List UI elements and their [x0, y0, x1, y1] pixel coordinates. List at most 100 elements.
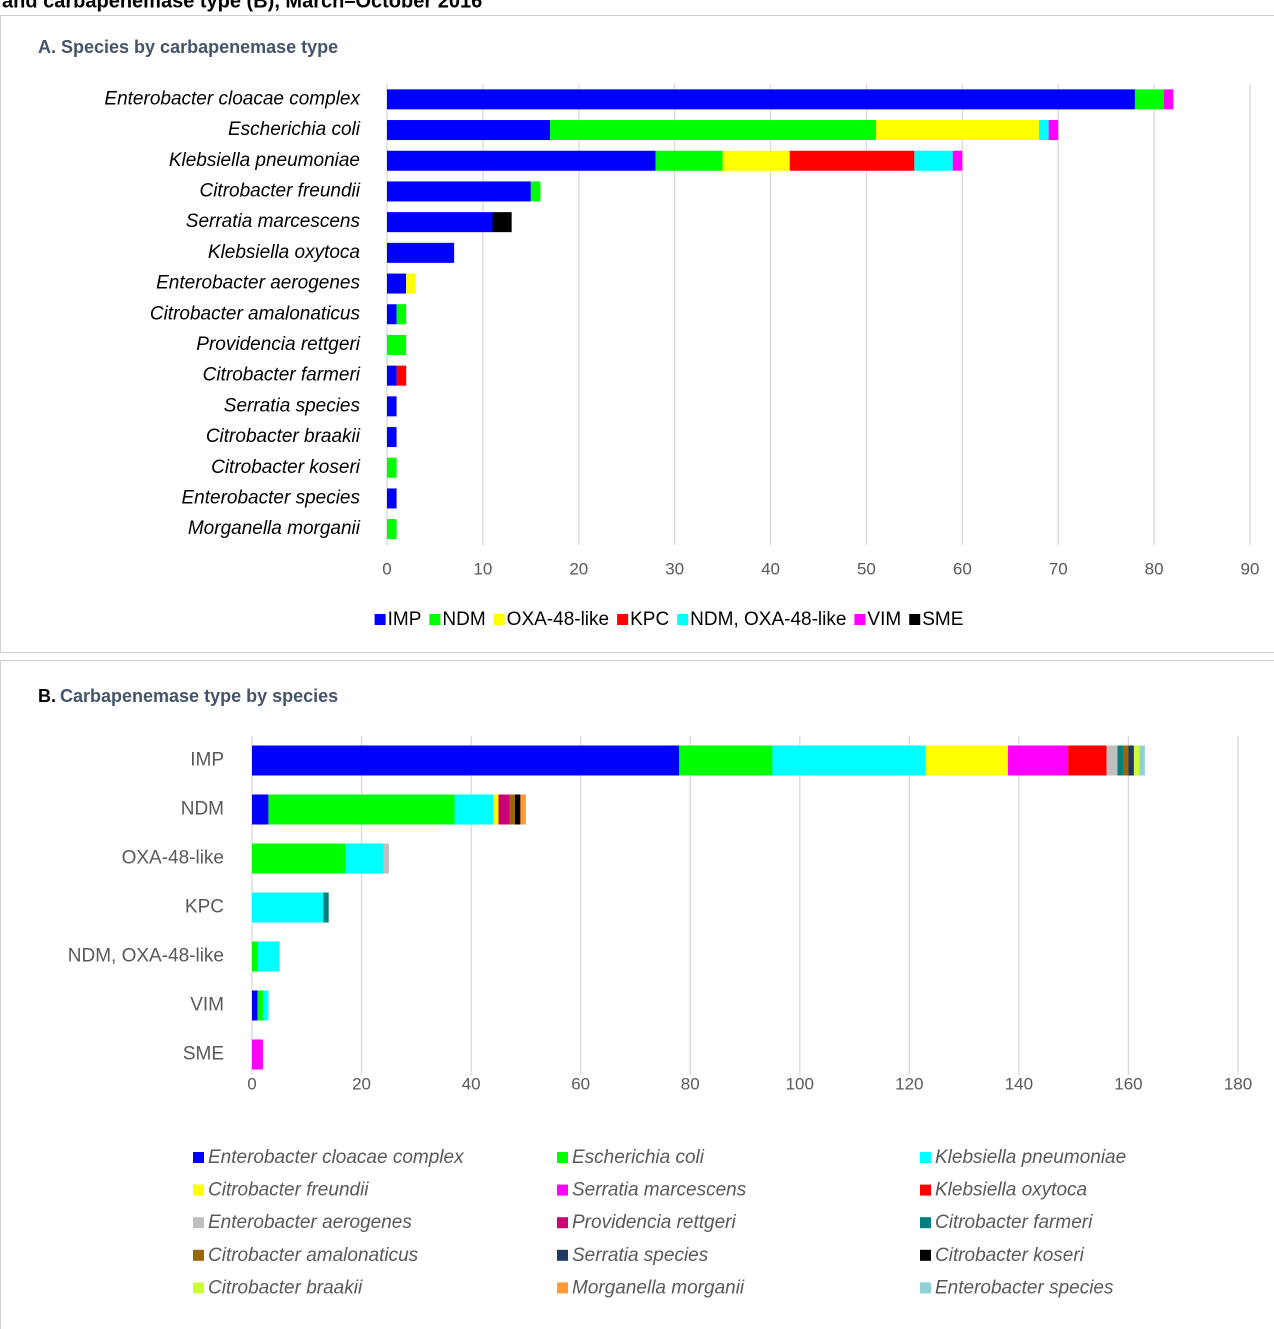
bar-segment	[396, 365, 407, 386]
bar-segment	[387, 212, 493, 233]
legend-label: Citrobacter farmeri	[935, 1212, 1093, 1233]
legend-swatch	[920, 1282, 931, 1294]
bar-segment	[268, 794, 455, 825]
page-title: and carbapenemase type (B), March–Octobe…	[2, 0, 482, 12]
legend-swatch	[493, 614, 505, 625]
bar-segment	[952, 150, 963, 171]
bar-segment	[498, 794, 510, 825]
legend-label: Escherichia coli	[572, 1147, 705, 1168]
bar-segment	[387, 488, 397, 509]
legend-label: Enterobacter aerogenes	[208, 1212, 412, 1233]
bar-segment	[914, 150, 953, 171]
bar-segment	[387, 150, 656, 171]
bar-segment	[493, 794, 499, 825]
legend-label: IMP	[388, 609, 422, 630]
y-tick-label: Klebsiella pneumoniae	[169, 150, 360, 171]
bar-segment	[492, 212, 512, 233]
y-tick-label: KPC	[185, 897, 224, 918]
bar-segment	[1007, 745, 1069, 776]
bar-segment	[252, 990, 258, 1021]
bar-segment	[387, 365, 397, 386]
legend-swatch	[677, 614, 689, 625]
legend-label: Serratia species	[572, 1245, 709, 1266]
bar-segment	[530, 181, 541, 202]
x-tick-label: 0	[247, 1074, 256, 1093]
legend-label: Providencia rettgeri	[572, 1212, 736, 1233]
bar-segment	[1068, 745, 1107, 776]
legend-swatch	[193, 1249, 204, 1261]
x-tick-label: 140	[1005, 1074, 1033, 1093]
x-tick-label: 80	[681, 1074, 700, 1093]
bar-segment	[679, 745, 773, 776]
legend-swatch	[557, 1249, 568, 1261]
y-tick-label: IMP	[190, 750, 224, 771]
bar-segment	[1133, 745, 1140, 776]
legend-swatch	[920, 1249, 931, 1261]
bar-segment	[252, 745, 680, 776]
bar-segment	[387, 334, 407, 355]
panel-subtitle: Carbapenemase type by species	[60, 686, 338, 706]
bar-segment	[387, 427, 397, 448]
bar-segment	[876, 120, 1040, 141]
legend-label: Enterobacter cloacae complex	[208, 1147, 465, 1168]
bar-segment	[1134, 89, 1164, 110]
x-tick-label: 20	[352, 1074, 371, 1093]
x-tick-label: 50	[857, 559, 876, 578]
bar-segment	[454, 794, 494, 825]
y-tick-label: Citrobacter farmeri	[203, 365, 361, 386]
y-tick-label: Enterobacter species	[182, 487, 361, 508]
x-tick-label: 30	[665, 559, 684, 578]
bar-segment	[514, 794, 521, 825]
y-tick-label: OXA-48-like	[122, 848, 224, 869]
bar-segment	[925, 745, 1008, 776]
legend-label: OXA-48-like	[507, 609, 609, 630]
x-tick-label: 180	[1224, 1074, 1252, 1093]
legend-swatch	[854, 614, 866, 625]
legend-swatch	[193, 1152, 204, 1163]
legend-swatch	[374, 614, 386, 625]
x-tick-label: 60	[571, 1074, 590, 1093]
bar-segment	[387, 242, 455, 263]
legend-swatch	[193, 1184, 204, 1196]
panel-label: B.	[38, 686, 56, 706]
x-tick-label: 60	[953, 559, 972, 578]
y-tick-label: Enterobacter aerogenes	[156, 273, 360, 294]
y-tick-label: NDM, OXA-48-like	[68, 946, 224, 967]
legend-swatch	[909, 614, 921, 625]
legend-label: Citrobacter freundii	[208, 1180, 369, 1201]
legend-label: Citrobacter braakii	[208, 1277, 363, 1298]
panel-a-border	[0, 15, 1274, 653]
legend-swatch	[557, 1152, 568, 1163]
bar-segment	[387, 304, 397, 325]
bar-segment	[387, 89, 1135, 110]
legend-swatch	[920, 1217, 931, 1229]
x-tick-label: 120	[895, 1074, 923, 1093]
bar-segment	[262, 990, 269, 1021]
bar-segment	[252, 941, 258, 972]
legend-swatch	[193, 1282, 204, 1294]
legend-label: SME	[922, 609, 963, 630]
y-tick-label: Citrobacter koseri	[211, 457, 361, 478]
legend-swatch	[617, 614, 629, 625]
bar-segment	[550, 120, 877, 141]
legend-swatch	[557, 1217, 568, 1229]
bar-segment	[387, 273, 407, 294]
x-tick-label: 0	[382, 559, 391, 578]
panel-subtitle: A. Species by carbapenemase type	[38, 37, 338, 57]
legend-swatch	[920, 1184, 931, 1196]
bar-segment	[655, 150, 723, 171]
legend-swatch	[557, 1282, 568, 1294]
bar-segment	[387, 120, 551, 141]
bar-segment	[1163, 89, 1174, 110]
x-tick-label: 10	[473, 559, 492, 578]
x-tick-label: 80	[1145, 559, 1164, 578]
bar-segment	[387, 181, 531, 202]
legend-label: Citrobacter amalonaticus	[208, 1245, 419, 1266]
x-tick-label: 40	[462, 1074, 481, 1093]
bar-segment	[387, 396, 397, 417]
bar-segment	[252, 843, 346, 874]
bar-segment	[323, 892, 329, 923]
y-tick-label: VIM	[190, 995, 224, 1016]
panel-b-border	[0, 660, 1274, 1329]
bar-segment	[520, 794, 526, 825]
